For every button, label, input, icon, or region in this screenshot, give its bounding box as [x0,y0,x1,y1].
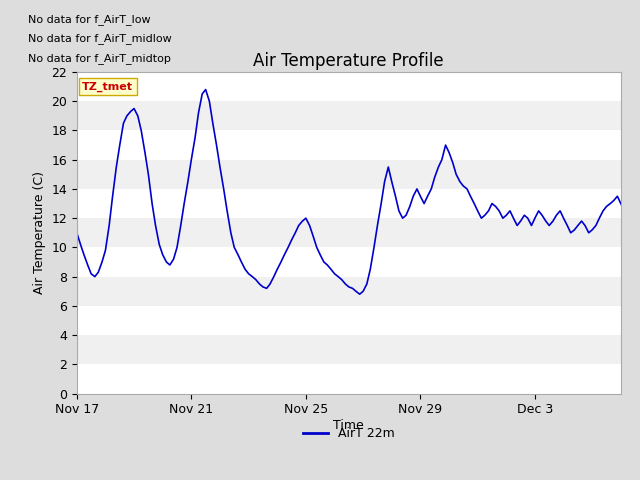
X-axis label: Time: Time [333,419,364,432]
Text: No data for f_AirT_midtop: No data for f_AirT_midtop [28,53,171,64]
Bar [77,189,621,218]
Text: No data for f_AirT_midlow: No data for f_AirT_midlow [28,34,172,44]
Y-axis label: Air Temperature (C): Air Temperature (C) [33,171,45,294]
Bar [77,131,621,160]
Bar [77,247,621,276]
Text: No data for f_AirT_low: No data for f_AirT_low [28,14,150,25]
Bar [77,72,621,101]
Legend: AirT 22m: AirT 22m [298,422,399,445]
Bar [77,364,621,394]
Bar [77,306,621,335]
Title: Air Temperature Profile: Air Temperature Profile [253,52,444,71]
Text: TZ_tmet: TZ_tmet [82,82,133,92]
